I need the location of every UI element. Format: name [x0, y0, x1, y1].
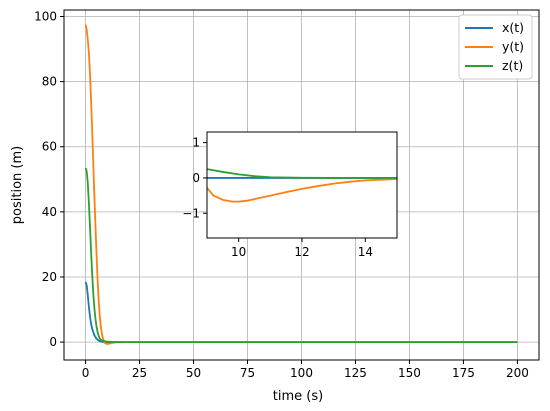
inset-x-tick-label-10: 10	[231, 245, 246, 259]
inset-y-tick-label-0: −1	[182, 206, 200, 220]
inset-y-tick-label-2: 1	[192, 136, 200, 150]
y-tick-label-0: 0	[49, 335, 57, 349]
x-tick-label-25: 25	[132, 366, 147, 380]
inset-x-tick-label-14: 14	[358, 245, 373, 259]
x-tick-label-75: 75	[240, 366, 255, 380]
y-axis-label: position (m)	[10, 146, 25, 224]
main-x-ticks: 0 25 50 75 100 125 150 175 200	[82, 360, 529, 380]
y-tick-label-100: 100	[34, 10, 57, 24]
inset-series-line-1	[206, 178, 398, 203]
x-axis-label: time (s)	[273, 389, 323, 404]
legend-label-z: z(t)	[502, 58, 523, 73]
inset-plot-area: 10 12 14 −1 0 1	[182, 131, 398, 259]
x-tick-label-0: 0	[82, 366, 90, 380]
x-tick-label-100: 100	[290, 366, 313, 380]
x-tick-label-200: 200	[506, 366, 529, 380]
y-tick-label-20: 20	[42, 270, 57, 284]
inset-y-tick-label-1: 0	[192, 171, 200, 185]
main-series-lines	[84, 24, 518, 345]
y-tick-label-60: 60	[42, 140, 57, 154]
x-tick-label-50: 50	[186, 366, 201, 380]
inset-series-lines	[206, 168, 398, 203]
y-tick-label-40: 40	[42, 205, 57, 219]
x-tick-label-175: 175	[452, 366, 475, 380]
inset-y-ticks: −1 0 1	[182, 136, 207, 220]
inset-x-tick-label-12: 12	[294, 245, 309, 259]
x-tick-label-125: 125	[344, 366, 367, 380]
series-line-z-t-	[84, 167, 518, 343]
inset-background	[207, 132, 397, 238]
main-y-ticks: 0 20 40 60 80 100	[34, 10, 64, 349]
inset-series-line-2	[206, 168, 397, 179]
inset-x-ticks: 10 12 14	[231, 238, 373, 259]
legend-label-x: x(t)	[502, 20, 524, 35]
x-tick-label-150: 150	[398, 366, 421, 380]
y-tick-label-80: 80	[42, 75, 57, 89]
legend: x(t) y(t) z(t)	[458, 14, 533, 80]
legend-box	[458, 14, 533, 80]
legend-label-y: y(t)	[502, 39, 524, 54]
